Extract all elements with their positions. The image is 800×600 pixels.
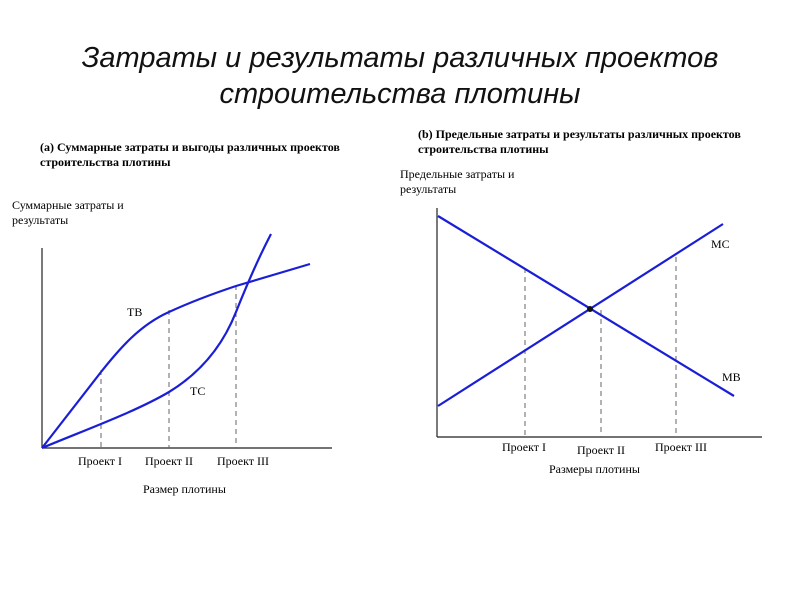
panel-a-x-axis-label: Размер плотины <box>143 482 226 496</box>
mc-line <box>437 223 724 407</box>
panel-a-y-axis-label: Суммарные затраты и результаты <box>12 198 124 227</box>
panel-marginal-costs: (b) Предельные затраты и результаты разл… <box>400 120 800 520</box>
panel-a-tick-project-1: Проект I <box>78 454 122 468</box>
tb-label: TB <box>127 305 142 319</box>
panel-b-tick-project-3: Проект III <box>655 440 707 454</box>
tc-curve <box>41 233 272 450</box>
panel-a-tick-project-3: Проект III <box>217 454 269 468</box>
panel-b-y-axis-label: Предельные затраты и результаты <box>400 167 515 196</box>
panel-a-tick-project-2: Проект II <box>145 454 193 468</box>
tc-label: TC <box>190 384 205 398</box>
mb-line <box>437 215 735 397</box>
panel-a-plot: TB TC Проект I Проект II Проект III <box>41 233 332 468</box>
mb-label: MB <box>722 370 741 384</box>
panel-b-title: (b) Предельные затраты и результаты разл… <box>418 127 741 156</box>
equilibrium-point <box>587 306 593 312</box>
tb-curve <box>41 262 311 449</box>
panel-b-plot: MC MB Проект I Проект II Проект III <box>436 208 762 457</box>
panel-b-x-axis-label: Размеры плотины <box>549 462 640 476</box>
mc-label: MC <box>711 237 730 251</box>
panel-b-tick-project-2: Проект II <box>577 443 625 457</box>
slide-title: Затраты и результаты различных проектов … <box>0 40 800 112</box>
slide-title-line-1: Затраты и результаты различных проектов <box>81 42 719 74</box>
panel-a-title: (а) Суммарные затраты и выгоды различных… <box>40 140 340 169</box>
panel-b-tick-project-1: Проект I <box>502 440 546 454</box>
slide-title-line-2: строительства плотины <box>219 78 581 110</box>
panel-total-costs: (а) Суммарные затраты и выгоды различных… <box>0 130 400 530</box>
